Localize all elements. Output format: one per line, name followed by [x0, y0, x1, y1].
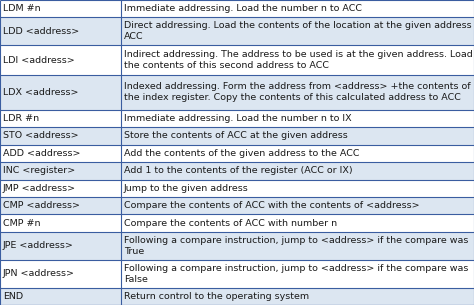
Text: Indexed addressing. Form the address from <address> +the contents of
the index r: Indexed addressing. Form the address fro…	[124, 82, 470, 102]
Bar	[0, 145, 121, 162]
Text: Immediate addressing. Load the number n to IX: Immediate addressing. Load the number n …	[124, 114, 351, 123]
Text: Add the contents of the given address to the ACC: Add the contents of the given address to…	[124, 149, 359, 158]
Text: Compare the contents of ACC with number n: Compare the contents of ACC with number …	[124, 219, 337, 228]
Text: Return control to the operating system: Return control to the operating system	[124, 292, 309, 301]
Text: END: END	[3, 292, 23, 301]
Text: LDM #n: LDM #n	[3, 4, 40, 13]
Text: Add 1 to the contents of the register (ACC or IX): Add 1 to the contents of the register (A…	[124, 166, 352, 175]
Text: Store the contents of ACC at the given address: Store the contents of ACC at the given a…	[124, 131, 347, 140]
Text: Compare the contents of ACC with the contents of <address>: Compare the contents of ACC with the con…	[124, 201, 419, 210]
Bar	[121, 0, 474, 17]
Text: Following a compare instruction, jump to <address> if the compare was
True: Following a compare instruction, jump to…	[124, 236, 468, 256]
Text: LDD <address>: LDD <address>	[3, 27, 79, 36]
Text: Immediate addressing. Load the number n to ACC: Immediate addressing. Load the number n …	[124, 4, 362, 13]
Bar	[121, 232, 474, 260]
Text: CMP <address>: CMP <address>	[3, 201, 80, 210]
Bar	[121, 260, 474, 288]
Bar	[121, 127, 474, 145]
Bar	[0, 197, 121, 214]
Bar	[0, 162, 121, 180]
Text: Direct addressing. Load the contents of the location at the given address to
ACC: Direct addressing. Load the contents of …	[124, 21, 474, 41]
Text: JPN <address>: JPN <address>	[3, 269, 75, 278]
Bar	[0, 17, 121, 45]
Bar	[121, 197, 474, 214]
Text: ADD <address>: ADD <address>	[3, 149, 81, 158]
Bar	[0, 45, 121, 75]
Bar	[0, 214, 121, 232]
Bar	[0, 180, 121, 197]
Text: Jump to the given address: Jump to the given address	[124, 184, 248, 193]
Text: LDI <address>: LDI <address>	[3, 56, 74, 65]
Bar	[121, 162, 474, 180]
Text: LDX <address>: LDX <address>	[3, 88, 78, 97]
Text: CMP #n: CMP #n	[3, 219, 40, 228]
Bar	[121, 180, 474, 197]
Text: JPE <address>: JPE <address>	[3, 241, 74, 250]
Bar	[0, 110, 121, 127]
Bar	[0, 260, 121, 288]
Bar	[121, 214, 474, 232]
Text: INC <register>: INC <register>	[3, 166, 75, 175]
Bar	[121, 110, 474, 127]
Bar	[0, 232, 121, 260]
Text: Indirect addressing. The address to be used is at the given address. Load
the co: Indirect addressing. The address to be u…	[124, 50, 473, 70]
Bar	[0, 75, 121, 110]
Text: Following a compare instruction, jump to <address> if the compare was
False: Following a compare instruction, jump to…	[124, 264, 468, 284]
Bar	[0, 288, 121, 305]
Bar	[121, 45, 474, 75]
Text: JMP <address>: JMP <address>	[3, 184, 76, 193]
Bar	[0, 127, 121, 145]
Bar	[121, 75, 474, 110]
Bar	[121, 17, 474, 45]
Bar	[121, 288, 474, 305]
Text: LDR #n: LDR #n	[3, 114, 39, 123]
Bar	[121, 145, 474, 162]
Text: STO <address>: STO <address>	[3, 131, 79, 140]
Bar	[0, 0, 121, 17]
